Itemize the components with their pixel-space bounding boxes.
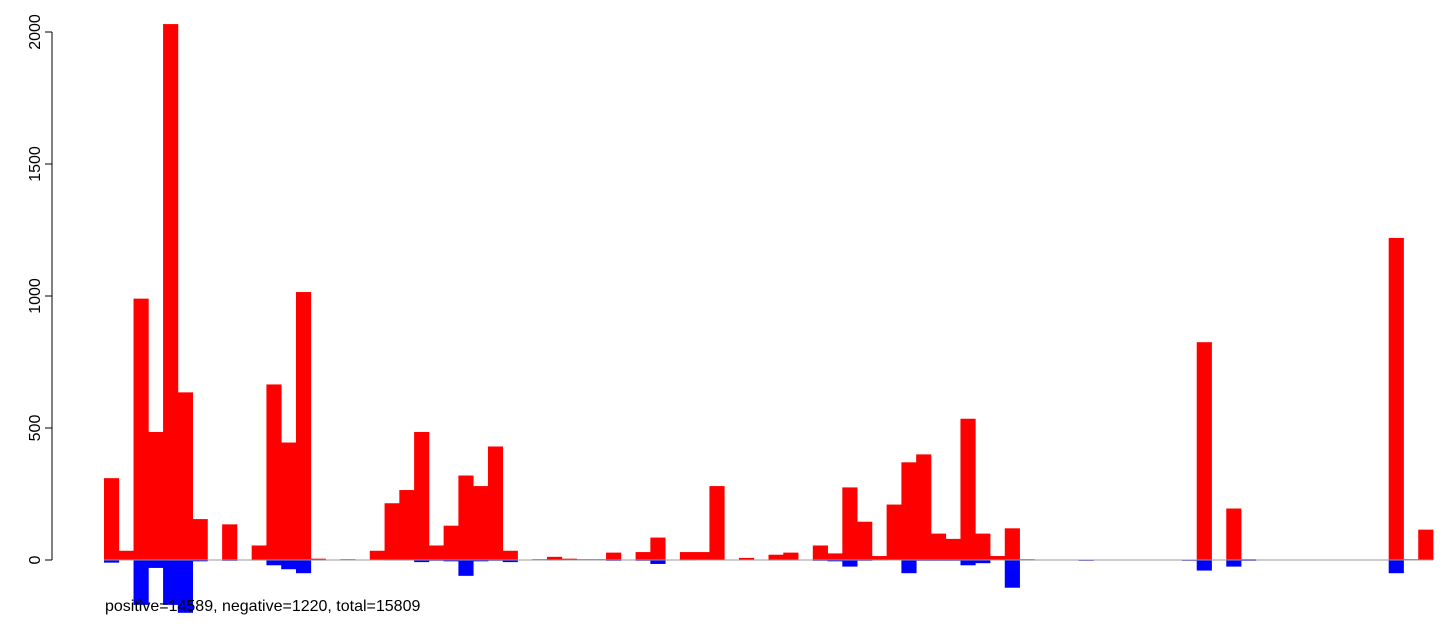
bar-negative	[473, 560, 489, 562]
y-tick-label: 2000	[27, 14, 44, 50]
bar-negative	[458, 560, 474, 576]
bar-positive	[369, 550, 385, 560]
bar-positive	[679, 552, 696, 560]
bar-positive	[458, 475, 474, 560]
bar-positive	[104, 478, 120, 560]
bar-positive	[487, 446, 504, 560]
bar-positive	[547, 556, 563, 560]
bar-positive	[694, 552, 710, 560]
bar-negative	[901, 560, 917, 574]
y-tick-label: 1500	[27, 146, 44, 182]
bars-group	[104, 24, 1434, 613]
bar-positive	[310, 558, 326, 560]
bar-negative	[842, 560, 858, 567]
bar-negative	[295, 560, 312, 574]
bar-positive	[916, 454, 932, 560]
bar-positive	[1004, 528, 1020, 560]
bar-positive	[842, 487, 858, 560]
bar-negative	[266, 560, 282, 566]
bar-positive	[812, 545, 828, 560]
bar-negative	[960, 560, 976, 566]
bar-negative	[148, 560, 164, 568]
bar-negative	[133, 560, 149, 605]
bar-positive	[871, 556, 888, 560]
bar-positive	[192, 519, 208, 560]
bar-negative	[281, 560, 297, 570]
bar-negative	[443, 560, 459, 562]
bar-positive	[857, 521, 873, 560]
bar-positive	[177, 392, 193, 560]
bar-positive	[266, 384, 282, 560]
bar-negative	[163, 560, 179, 605]
bar-positive	[768, 554, 784, 560]
bar-positive	[561, 558, 577, 560]
bar-positive	[960, 418, 976, 560]
bar-positive	[222, 524, 238, 560]
bar-positive	[990, 556, 1006, 560]
bar-negative	[975, 560, 991, 564]
bar-negative	[1196, 560, 1212, 571]
y-tick-label: 1000	[27, 278, 44, 314]
bar-negative	[827, 560, 843, 562]
bar-positive	[783, 552, 799, 560]
bar-positive	[502, 550, 518, 560]
bar-negative	[192, 560, 208, 562]
bar-positive	[650, 537, 666, 560]
bar-positive	[443, 525, 459, 560]
bar-negative	[502, 560, 518, 563]
bar-positive	[428, 545, 445, 560]
bar-positive	[281, 442, 297, 560]
bar-positive	[827, 553, 843, 560]
bar-positive	[295, 292, 312, 560]
summary-footnote: positive=14589, negative=1220, total=158…	[105, 598, 421, 615]
bar-positive	[709, 486, 725, 560]
bar-positive	[473, 486, 489, 560]
bar-positive	[975, 533, 991, 560]
bar-positive	[399, 490, 415, 560]
bar-positive	[945, 538, 961, 560]
bar-negative	[1004, 560, 1020, 588]
bar-positive	[738, 557, 755, 560]
bar-negative	[177, 560, 193, 613]
bar-positive	[414, 431, 430, 560]
bar-positive	[635, 552, 651, 560]
bar-positive	[1226, 508, 1242, 560]
bar-positive	[886, 504, 902, 560]
bar-positive	[163, 24, 179, 560]
bar-negative	[650, 560, 666, 564]
bar-negative	[1388, 560, 1404, 574]
bar-positive	[901, 462, 917, 560]
bar-positive	[148, 431, 164, 560]
bar-negative	[414, 560, 430, 563]
bar-positive	[384, 503, 400, 560]
bar-positive	[930, 533, 947, 560]
y-axis: 0 500 1000 1500 2000	[27, 14, 53, 564]
bar-positive	[251, 545, 267, 560]
bar-positive	[606, 552, 622, 560]
bar-negative	[1226, 560, 1242, 567]
bar-negative	[104, 560, 120, 563]
y-tick-label: 500	[27, 415, 44, 442]
bar-positive	[118, 550, 134, 560]
bar-positive	[1418, 529, 1434, 560]
bar-positive	[1388, 237, 1404, 561]
y-tick-label: 0	[27, 555, 44, 564]
bar-positive	[1196, 342, 1212, 560]
bar-positive	[133, 298, 149, 560]
